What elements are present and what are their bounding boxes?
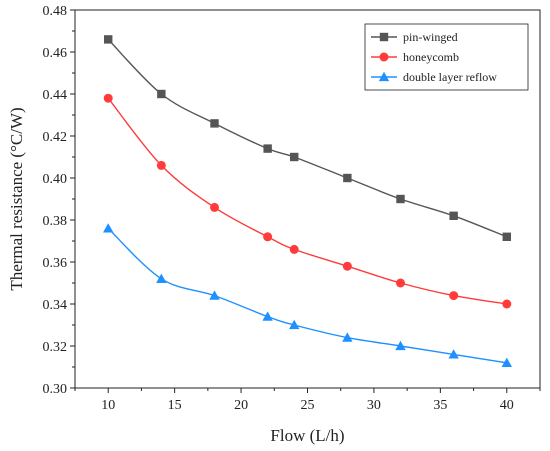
data-point (156, 273, 167, 283)
series-line (107, 227, 507, 364)
legend-label: double layer reflow (403, 70, 497, 84)
data-point (395, 340, 406, 351)
data-point (502, 232, 511, 241)
legend-item: pin-winged (371, 30, 458, 44)
data-point (157, 89, 166, 99)
data-point (210, 119, 219, 128)
data-point (448, 349, 459, 359)
legend-item: double layer reflow (371, 70, 497, 84)
y-tick-label: 0.30 (43, 382, 68, 397)
legend: pin-winged honeycomb double layer reflow (364, 23, 529, 91)
plot-frame (74, 9, 541, 389)
y-tick-label: 0.36 (43, 256, 68, 271)
data-point (262, 311, 273, 321)
x-tick-label: 20 (234, 398, 248, 413)
x-tick-label: 10 (101, 398, 115, 413)
data-point (342, 261, 352, 271)
y-tick-label: 0.32 (43, 340, 68, 355)
data-point (343, 173, 352, 183)
y-tick-label: 0.38 (43, 214, 68, 229)
data-point (263, 232, 273, 242)
data-point (103, 93, 113, 103)
series-triangle (103, 223, 512, 367)
x-tick-label: 30 (367, 398, 381, 413)
y-tick-label: 0.48 (43, 4, 68, 19)
legend-item: honeycomb (371, 50, 459, 64)
data-point (396, 278, 405, 288)
data-point (156, 160, 166, 170)
data-point (210, 202, 219, 212)
legend-label: pin-winged (403, 30, 458, 44)
series-circle (103, 93, 512, 309)
x-tick-label: 15 (168, 398, 182, 413)
legend-marker (379, 32, 389, 42)
series-layer (103, 35, 512, 367)
data-point (103, 223, 114, 233)
x-tick-label: 35 (433, 398, 447, 413)
legend-marker (379, 52, 389, 62)
data-point (263, 144, 272, 153)
data-point (449, 291, 459, 301)
y-tick-label: 0.46 (43, 46, 68, 61)
series-square (104, 35, 511, 241)
data-point (209, 290, 220, 300)
data-point (289, 319, 300, 330)
y-tick-label: 0.42 (43, 130, 68, 145)
y-tick-label: 0.44 (43, 88, 68, 103)
x-axis-title: Flow (L/h) (270, 426, 344, 445)
x-tick-label: 40 (500, 398, 514, 413)
y-tick-label: 0.40 (43, 172, 68, 187)
data-point (289, 244, 299, 254)
series-line (107, 97, 507, 305)
data-point (501, 357, 512, 367)
y-tick-label: 0.34 (43, 298, 68, 313)
legend-marker (378, 71, 390, 82)
data-point (502, 299, 512, 309)
x-tick-label: 25 (301, 398, 315, 413)
data-point (104, 35, 113, 44)
data-point (290, 152, 299, 162)
data-point (449, 211, 458, 220)
data-point (342, 332, 353, 342)
data-point (396, 194, 405, 204)
y-axis-title: Thermal resistance (°C/W) (7, 107, 26, 290)
tick-labels: 0.30 0.32 0.34 0.36 0.38 0.40 0.42 0.44 0.46 0.48… (43, 4, 514, 413)
legend-label: honeycomb (403, 50, 459, 64)
